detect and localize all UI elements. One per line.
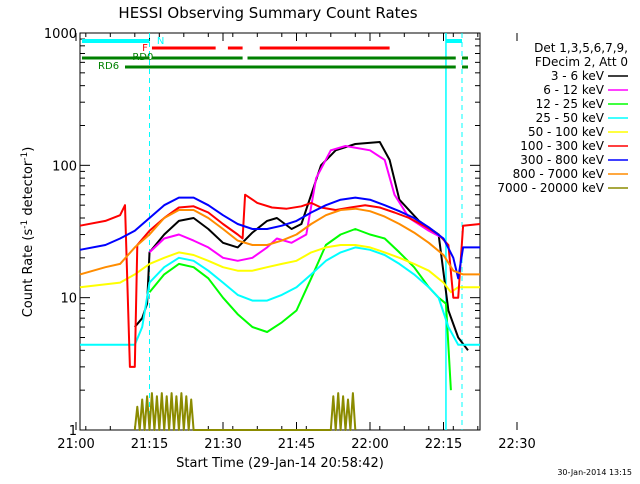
legend-header: Det 1,3,5,6,7,9, [534, 41, 628, 55]
series-line-1 [134, 141, 469, 351]
flag-label-rd0: RD0 [132, 52, 153, 63]
plot-frame [79, 32, 481, 431]
legend-entry-label: 12 - 25 keV [536, 97, 605, 111]
x-tick-label: 21:45 [278, 437, 315, 452]
series-layer [79, 141, 481, 431]
timestamp-label: 30-Jan-2014 13:15 [557, 468, 632, 477]
legend-entry-label: 7000 - 20000 keV [497, 181, 604, 195]
series-line-9 [133, 392, 357, 431]
y-tick-label: 1000 [44, 27, 77, 42]
legend-entry-label: 100 - 300 keV [520, 139, 604, 153]
series-line-6 [79, 193, 481, 368]
legend-entry-label: 25 - 50 keV [536, 111, 605, 125]
legend-entry-label: 300 - 800 keV [520, 153, 604, 167]
legend-entry-label: 6 - 12 keV [543, 83, 605, 97]
series-line-5 [79, 244, 480, 294]
series-line-3 [148, 228, 452, 391]
x-tick-label: 22:15 [425, 437, 462, 452]
series-line-2 [148, 145, 444, 262]
x-tick-label: 21:00 [57, 437, 94, 452]
x-tick-label: 21:15 [131, 437, 168, 452]
x-tick-label: 21:30 [204, 437, 241, 452]
series-line-8 [79, 207, 480, 276]
legend-entry-label: 3 - 6 keV [551, 69, 605, 83]
x-tick-label: 22:00 [351, 437, 388, 452]
legend-header: FDecim 2, Att 0 [535, 55, 628, 69]
x-axis-label: Start Time (29-Jan-14 20:58:42) [176, 456, 384, 471]
y-tick-label: 10 [60, 292, 77, 307]
flag-label-rd6: RD6 [98, 61, 119, 72]
series-line-7 [79, 196, 480, 280]
legend-entry-label: 50 - 100 keV [528, 125, 605, 139]
legend-entry-label: 800 - 7000 keV [513, 167, 605, 181]
tick-layer: 21:00 21:15 21:30 21:45 22:00 22:15 22:30 1 10 10… [44, 27, 536, 452]
y-tick-label: 100 [52, 159, 77, 174]
chart-title: HESSI Observing Summary Count Rates [118, 4, 417, 22]
flag-label-f: F [142, 43, 148, 54]
flag-label-n: N [157, 36, 164, 47]
y-axis-label: Count Rate (s-1 detector-1) [20, 147, 36, 318]
series-line-4 [80, 246, 480, 346]
y-tick-label: 1 [69, 424, 77, 439]
x-tick-label: 22:30 [498, 437, 535, 452]
legend: Det 1,3,5,6,7,9,FDecim 2, Att 03 - 6 keV… [497, 41, 628, 195]
